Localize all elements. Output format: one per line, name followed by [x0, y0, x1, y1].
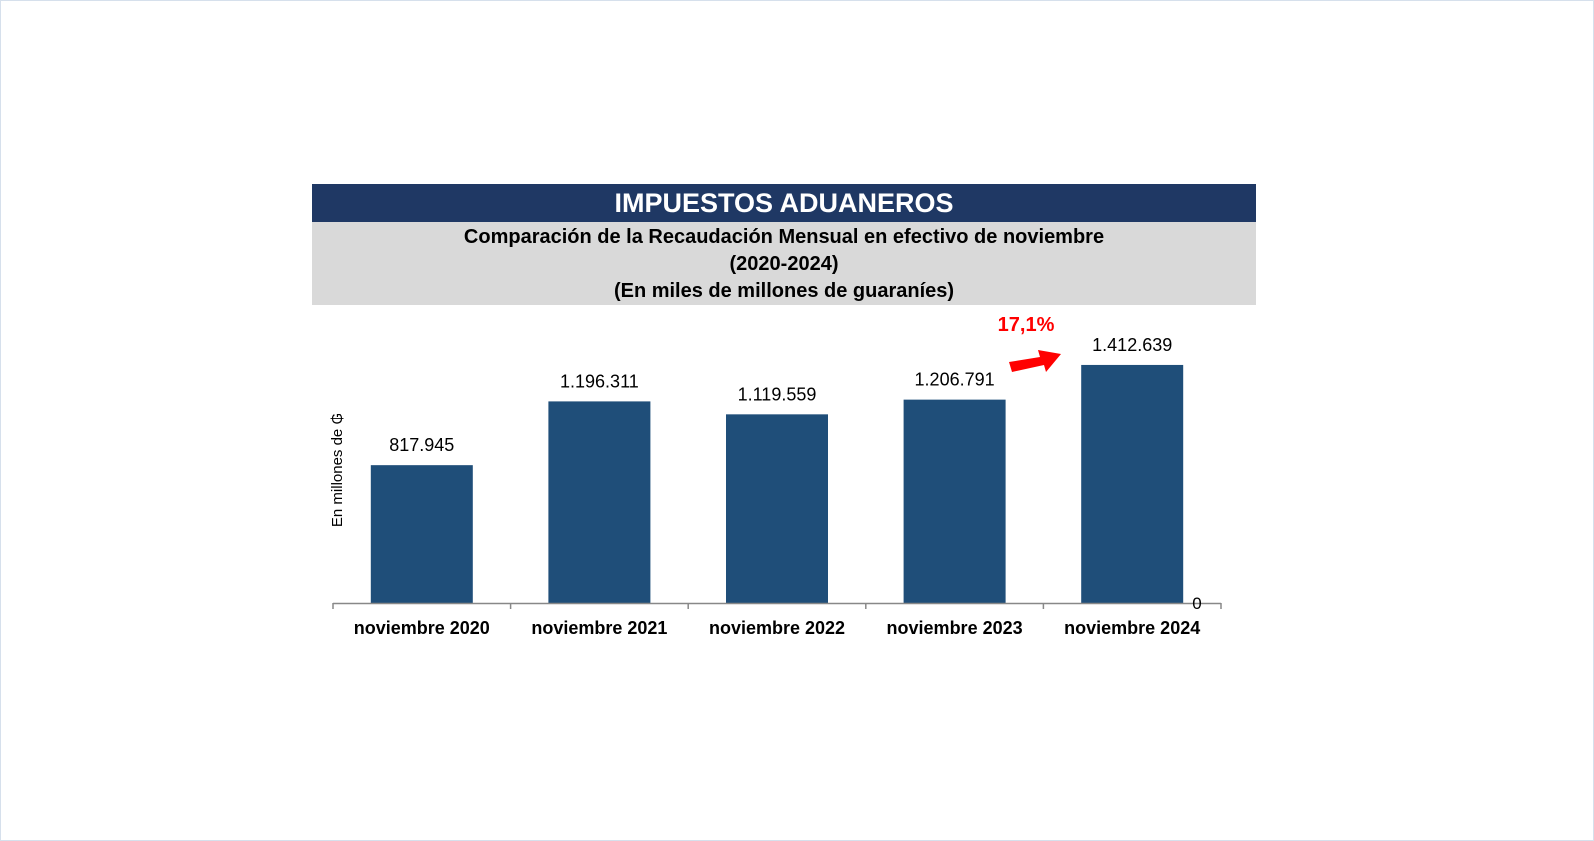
x-tick-label: noviembre 2021 [531, 618, 667, 638]
bar [726, 414, 828, 603]
y-axis-label: En millones de ₲ [329, 413, 346, 527]
subtitle-line-1: Comparación de la Recaudación Mensual en… [463, 226, 1105, 248]
data-label: 1.206.791 [915, 370, 995, 390]
subtitle-line-3: (En miles de millones de guaraníes) [613, 280, 955, 302]
chart-title: IMPUESTOS ADUANEROS [312, 184, 1256, 222]
x-tick-label: noviembre 2023 [887, 618, 1023, 638]
bar [370, 465, 473, 603]
x-tick-label: noviembre 2024 [1064, 618, 1200, 638]
data-label: 1.119.559 [738, 384, 817, 404]
data-label: 1.196.311 [560, 371, 639, 391]
data-label: 1.412.639 [1092, 335, 1172, 355]
bar [548, 401, 651, 603]
x-tick-label: noviembre 2020 [354, 618, 490, 638]
growth-arrow-icon [1009, 350, 1061, 372]
bar [903, 399, 1006, 603]
y-tick-label: 0 [1192, 594, 1201, 613]
bar [1081, 364, 1184, 603]
growth-annotation: 17,1% [998, 314, 1055, 336]
subtitle-line-2: (2020-2024) [729, 253, 839, 275]
data-label: 817.945 [389, 435, 454, 455]
chart-subtitle: Comparación de la Recaudación Mensual en… [312, 222, 1256, 305]
x-tick-label: noviembre 2022 [709, 618, 845, 638]
